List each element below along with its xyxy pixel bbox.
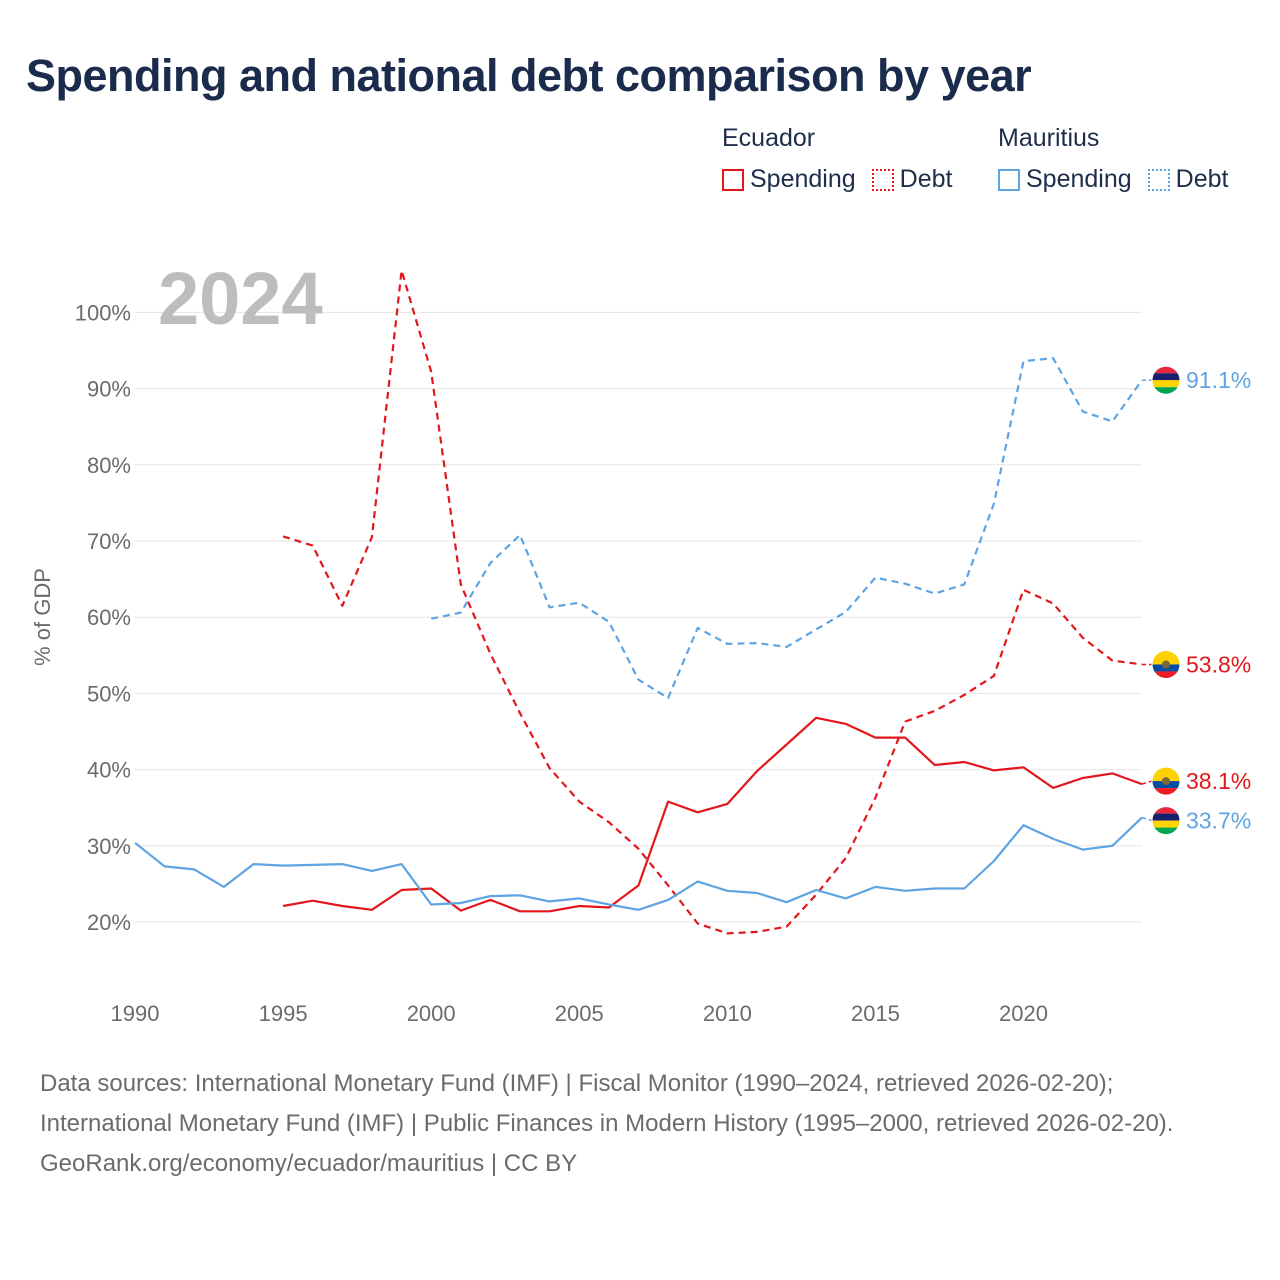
data-sources: Data sources: International Monetary Fun… [40, 1070, 1174, 1137]
mauritius-flag-icon [1151, 806, 1181, 836]
footer: Data sources: International Monetary Fun… [40, 1064, 1240, 1184]
legend-mauritius: Mauritius Spending Debt [998, 124, 1244, 194]
legend-mauritius-spending-label: Spending [1026, 165, 1132, 193]
end-connector [1141, 780, 1153, 785]
y-tick-label: 80% [87, 453, 131, 478]
credit-line: GeoRank.org/economy/ecuador/mauritius | … [40, 1150, 578, 1177]
legend-mauritius-debt[interactable]: Debt [1147, 165, 1229, 194]
y-tick-label: 50% [87, 681, 131, 706]
ecuador-flag-icon [1151, 766, 1181, 796]
y-axis-title: % of GDP [30, 568, 55, 666]
chart-title: Spending and national debt comparison by… [26, 50, 1032, 101]
series-line-ecuador-debt[interactable] [282, 269, 1143, 935]
end-value-label: 91.1% [1186, 367, 1251, 393]
y-tick-label: 70% [87, 529, 131, 554]
end-value-label: 38.1% [1186, 768, 1251, 794]
x-tick-label: 2020 [999, 1001, 1048, 1026]
legend-ecuador-spending[interactable]: Spending [722, 165, 856, 194]
y-axis-ticks: 20% 30% 40% 50% 60% 70% 80% 90% 100% [75, 300, 131, 935]
x-tick-label: 2015 [851, 1001, 900, 1026]
x-axis-ticks: 1990 1995 2000 2005 2010 2015 2020 [111, 1001, 1048, 1026]
x-tick-label: 2010 [703, 1001, 752, 1026]
y-tick-label: 20% [87, 910, 131, 935]
y-tick-label: 30% [87, 834, 131, 859]
legend-ecuador-spending-label: Spending [750, 165, 856, 193]
series-lines [134, 269, 1143, 935]
y-tick-label: 60% [87, 605, 131, 630]
series-line-mauritius-spending[interactable] [134, 816, 1143, 911]
legend-ecuador-spending-swatch [722, 168, 744, 191]
x-tick-label: 1995 [259, 1001, 308, 1026]
grid-lines [135, 311, 1142, 923]
legend-mauritius-title: Mauritius [998, 124, 1100, 152]
legend-ecuador: Ecuador Spending Debt [722, 124, 968, 194]
series-line-ecuador-spending[interactable] [282, 716, 1143, 913]
legend-ecuador-debt[interactable]: Debt [871, 165, 953, 194]
legend-mauritius-debt-swatch [1147, 168, 1170, 191]
ecuador-flag-icon [1151, 649, 1181, 679]
x-tick-label: 2005 [555, 1001, 604, 1026]
legend-ecuador-debt-label: Debt [899, 165, 953, 193]
end-connector [1141, 816, 1153, 822]
legend-ecuador-title: Ecuador [722, 124, 816, 152]
end-value-label: 53.8% [1186, 651, 1251, 677]
y-tick-label: 100% [75, 300, 131, 325]
x-tick-label: 1990 [111, 1001, 160, 1026]
y-tick-label: 40% [87, 758, 131, 783]
end-labels: 38.1% 53.8% 33.7% 91.1% [1141, 365, 1251, 836]
end-value-label: 33.7% [1186, 808, 1251, 834]
mauritius-flag-icon [1151, 365, 1181, 395]
series-line-mauritius-debt[interactable] [430, 357, 1143, 700]
legend-mauritius-debt-label: Debt [1175, 165, 1229, 193]
legend-mauritius-spending[interactable]: Spending [998, 165, 1132, 194]
year-watermark: 2024 [158, 257, 323, 340]
y-tick-label: 90% [87, 377, 131, 402]
line-chart: 2024 % of GDP 20% 30% 40% 50% 60% 70% 80% 90% 10… [30, 257, 1251, 1026]
legend-mauritius-spending-swatch [998, 168, 1020, 191]
legend-ecuador-debt-swatch [871, 168, 894, 191]
x-tick-label: 2000 [407, 1001, 456, 1026]
